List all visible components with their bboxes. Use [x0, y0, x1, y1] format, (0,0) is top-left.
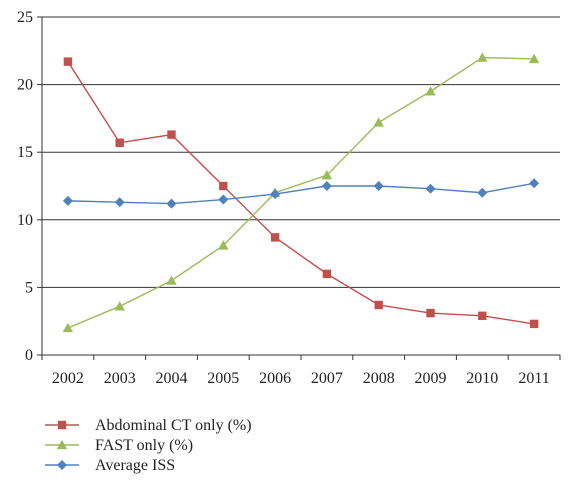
y-tick-label: 20	[17, 77, 33, 94]
data-point	[426, 308, 435, 318]
data-point	[321, 181, 332, 191]
legend-item: Abdominal CT only (%)	[45, 417, 252, 434]
data-point	[218, 240, 229, 250]
data-point	[373, 117, 384, 127]
series-line	[67, 56, 535, 329]
data-point	[219, 181, 228, 191]
data-point	[374, 300, 383, 310]
data-point	[478, 311, 487, 320]
data-point	[166, 198, 177, 209]
data-point	[114, 197, 125, 208]
series-line	[67, 61, 535, 325]
legend-label: Abdominal CT only (%)	[95, 417, 252, 434]
series-group	[62, 52, 540, 333]
legend-label: Average ISS	[95, 457, 175, 474]
y-tick-labels: 0 5 10 15 20 25	[17, 9, 33, 364]
x-tick-label: 2005	[207, 370, 239, 387]
data-point	[270, 233, 280, 242]
data-point	[270, 189, 281, 200]
data-point	[166, 275, 177, 285]
x-tick-label: 2006	[259, 370, 291, 387]
data-point	[62, 322, 74, 333]
y-tick-label: 10	[17, 212, 33, 229]
x-tick-label: 2011	[518, 370, 549, 387]
data-point	[115, 138, 124, 147]
series-2	[62, 178, 540, 209]
data-point	[477, 52, 488, 62]
y-tick-label: 5	[25, 279, 33, 296]
data-point	[62, 195, 73, 206]
data-point	[114, 301, 125, 311]
data-point	[528, 53, 540, 64]
legend-label: FAST only (%)	[95, 437, 193, 454]
data-point	[167, 130, 176, 139]
data-point	[529, 178, 540, 189]
data-point	[529, 319, 539, 329]
data-point	[321, 169, 333, 180]
legend-marker	[57, 460, 67, 470]
series-line	[67, 182, 535, 205]
axes	[37, 16, 561, 360]
x-tick-label: 2003	[104, 370, 136, 387]
data-point	[425, 86, 436, 96]
x-tick-label: 2010	[466, 370, 498, 387]
data-point	[322, 269, 332, 279]
x-tick-label: 2009	[415, 370, 447, 387]
data-point	[425, 183, 436, 194]
data-point	[63, 57, 73, 66]
legend-item: Average ISS	[45, 457, 175, 474]
gridlines	[42, 16, 560, 288]
data-point	[218, 194, 229, 205]
x-tick-label: 2002	[52, 370, 84, 387]
x-tick-label: 2004	[156, 370, 188, 387]
x-tick-labels: 2002 2003 2004 2005 2006 2007 2008 2009 2010 2011	[52, 370, 550, 387]
y-tick-label: 25	[17, 9, 33, 26]
y-tick-label: 0	[25, 347, 33, 364]
y-tick-label: 15	[17, 144, 33, 161]
legend: Abdominal CT only (%) FAST only (%) Averag…	[45, 417, 252, 474]
legend-marker	[56, 439, 68, 450]
data-point	[477, 187, 488, 198]
x-tick-label: 2007	[311, 370, 343, 387]
x-tick-label: 2008	[363, 370, 395, 387]
legend-item: FAST only (%)	[45, 437, 193, 454]
series-0	[63, 57, 539, 329]
legend-marker	[57, 420, 67, 430]
data-point	[373, 181, 384, 191]
